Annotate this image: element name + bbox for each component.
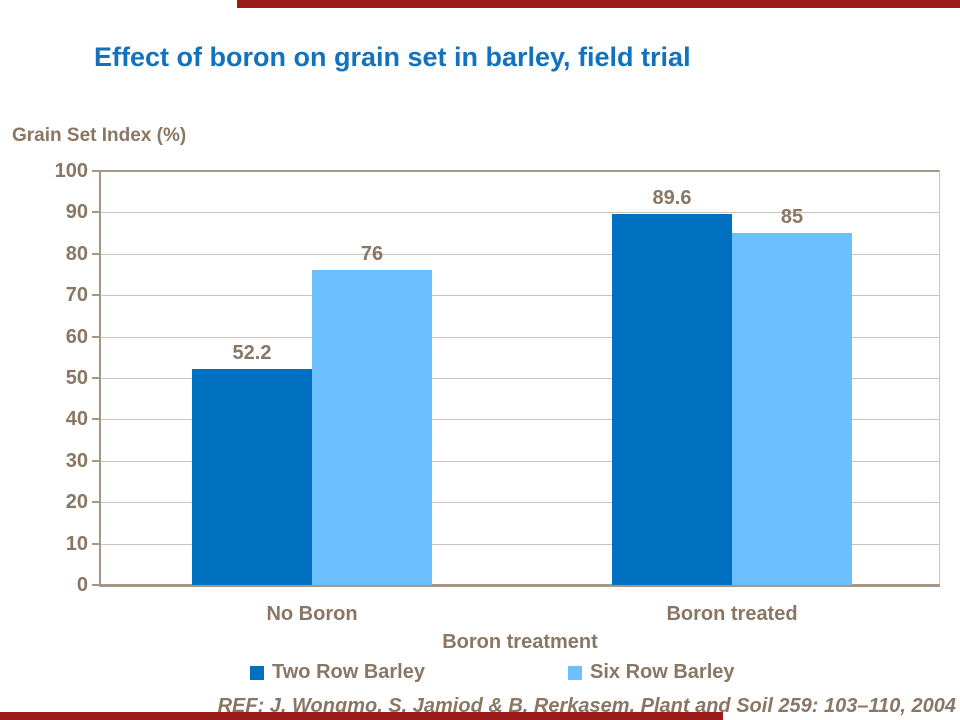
reference-text: REF: J. Wongmo, S. Jamjod & B. Rerkasem.…: [217, 695, 956, 717]
legend-item-six-row-barley: Six Row Barley: [568, 661, 735, 684]
y-tick: [92, 459, 100, 462]
gridline: [100, 212, 940, 214]
gridline: [100, 253, 940, 255]
bar: [312, 270, 432, 585]
gridline: [100, 378, 940, 379]
gridline: [100, 460, 940, 462]
y-tick: [92, 211, 100, 214]
gridline: [100, 170, 940, 172]
x-axis-title: Boron treatment: [442, 631, 598, 653]
y-axis-tick-label: 30: [65, 449, 88, 472]
y-axis-tick-label: 70: [65, 284, 88, 307]
y-tick: [92, 377, 100, 379]
y-axis-tick-label: 0: [76, 574, 88, 596]
y-axis-tick-label: 10: [65, 532, 88, 555]
gridline: [100, 543, 940, 545]
gridline: [100, 502, 940, 504]
y-axis-tick-label: 100: [54, 160, 88, 182]
y-tick: [92, 252, 100, 255]
plot-right-border: [939, 171, 940, 585]
y-axis-tick-label: 90: [65, 201, 88, 224]
y-tick: [92, 335, 100, 338]
legend-label-two-row-barley: Two Row Barley: [272, 661, 425, 683]
y-tick: [92, 501, 100, 504]
gridline: [100, 419, 940, 421]
y-tick: [92, 170, 100, 172]
chart-title: Effect of boron on grain set in barley, …: [94, 42, 691, 72]
bar-value-label: 52.2: [232, 341, 272, 364]
y-axis-title: Grain Set Index (%): [12, 125, 187, 146]
x-axis-line: [99, 584, 940, 587]
bar: [192, 368, 312, 585]
bar-value-label: 76: [360, 243, 384, 266]
y-axis-line: [99, 171, 101, 585]
y-tick: [92, 584, 100, 586]
bottom-accent-bar: [0, 712, 723, 720]
legend-label-six-row-barley: Six Row Barley: [590, 661, 735, 683]
bar-value-label: 85: [780, 206, 804, 229]
category-label: No Boron: [266, 603, 358, 625]
legend-item-two-row-barley: Two Row Barley: [250, 661, 425, 684]
y-tick: [92, 418, 100, 421]
y-tick: [92, 294, 100, 297]
bar: [732, 233, 852, 585]
gridline: [100, 336, 940, 338]
top-accent-bar: [237, 0, 960, 8]
gridline: [100, 295, 940, 297]
y-axis-tick-label: 40: [65, 408, 88, 431]
y-axis-tick-label: 80: [65, 242, 88, 265]
y-axis-tick-label: 20: [65, 491, 88, 514]
legend-swatch-two-row-barley: [250, 665, 264, 680]
category-label: Boron treated: [666, 603, 798, 625]
y-tick: [92, 542, 100, 545]
y-axis-tick-label: 60: [65, 325, 88, 348]
y-axis-tick-label: 50: [65, 367, 88, 389]
bar-value-label: 89.6: [652, 187, 692, 210]
bar: [612, 214, 732, 585]
legend-swatch-six-row-barley: [568, 665, 582, 680]
